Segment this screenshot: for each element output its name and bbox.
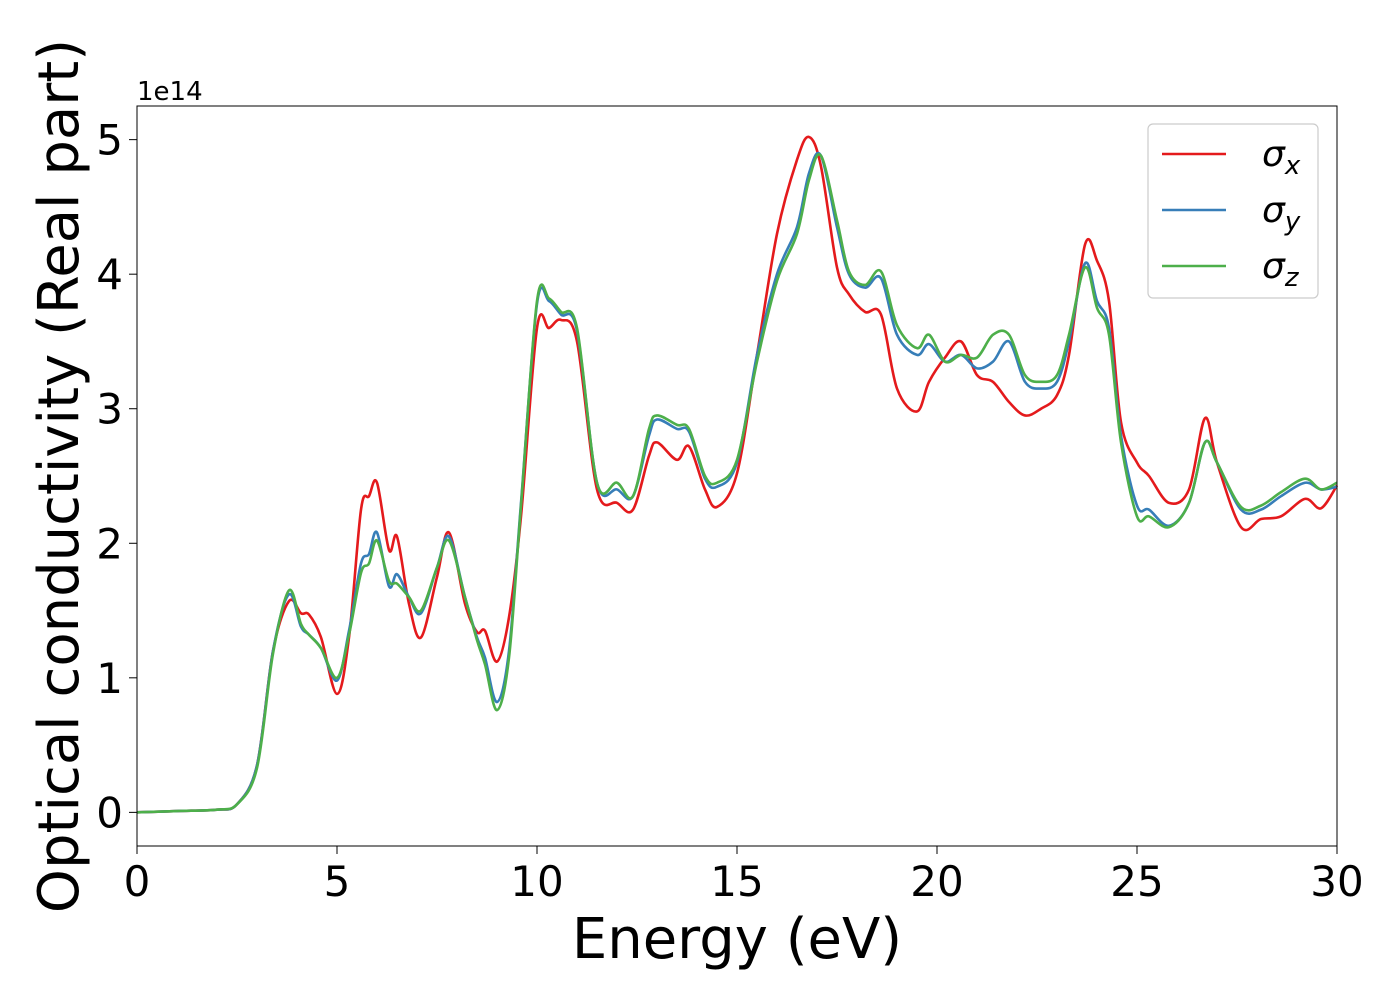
legend-label-y: σy	[1262, 190, 1301, 237]
x-tick-label: 0	[124, 857, 151, 906]
y-tick-label: 0	[96, 788, 123, 837]
x-tick-label: 15	[710, 857, 763, 906]
series-line-x	[136, 135, 1339, 814]
legend: σx σy σz	[1147, 123, 1319, 299]
x-tick-label: 10	[510, 857, 563, 906]
legend-box	[1147, 123, 1319, 299]
y-tick-label: 1	[96, 654, 123, 703]
x-tick-label: 5	[324, 857, 351, 906]
y-tick-label: 5	[96, 116, 123, 165]
series-layer	[136, 135, 1339, 814]
x-axis-label: Energy (eV)	[572, 907, 902, 972]
legend-label-x: σx	[1262, 134, 1301, 181]
x-tick-label: 20	[910, 857, 963, 906]
y-axis-label: Optical conductivity (Real part)	[27, 39, 92, 913]
y-offset-label: 1e14	[137, 77, 203, 107]
y-tick-label: 2	[96, 519, 123, 568]
x-tick-label: 30	[1310, 857, 1363, 906]
x-tick-label: 25	[1110, 857, 1163, 906]
series-line-z	[136, 153, 1338, 814]
legend-label-z: σz	[1262, 246, 1300, 293]
y-axis-ticks: 0 1 2 3 4 5	[96, 116, 137, 837]
x-axis-ticks: 0 5 10 15 20 25 30	[124, 846, 1364, 906]
y-tick-label: 4	[96, 250, 123, 299]
y-tick-label: 3	[96, 385, 123, 434]
